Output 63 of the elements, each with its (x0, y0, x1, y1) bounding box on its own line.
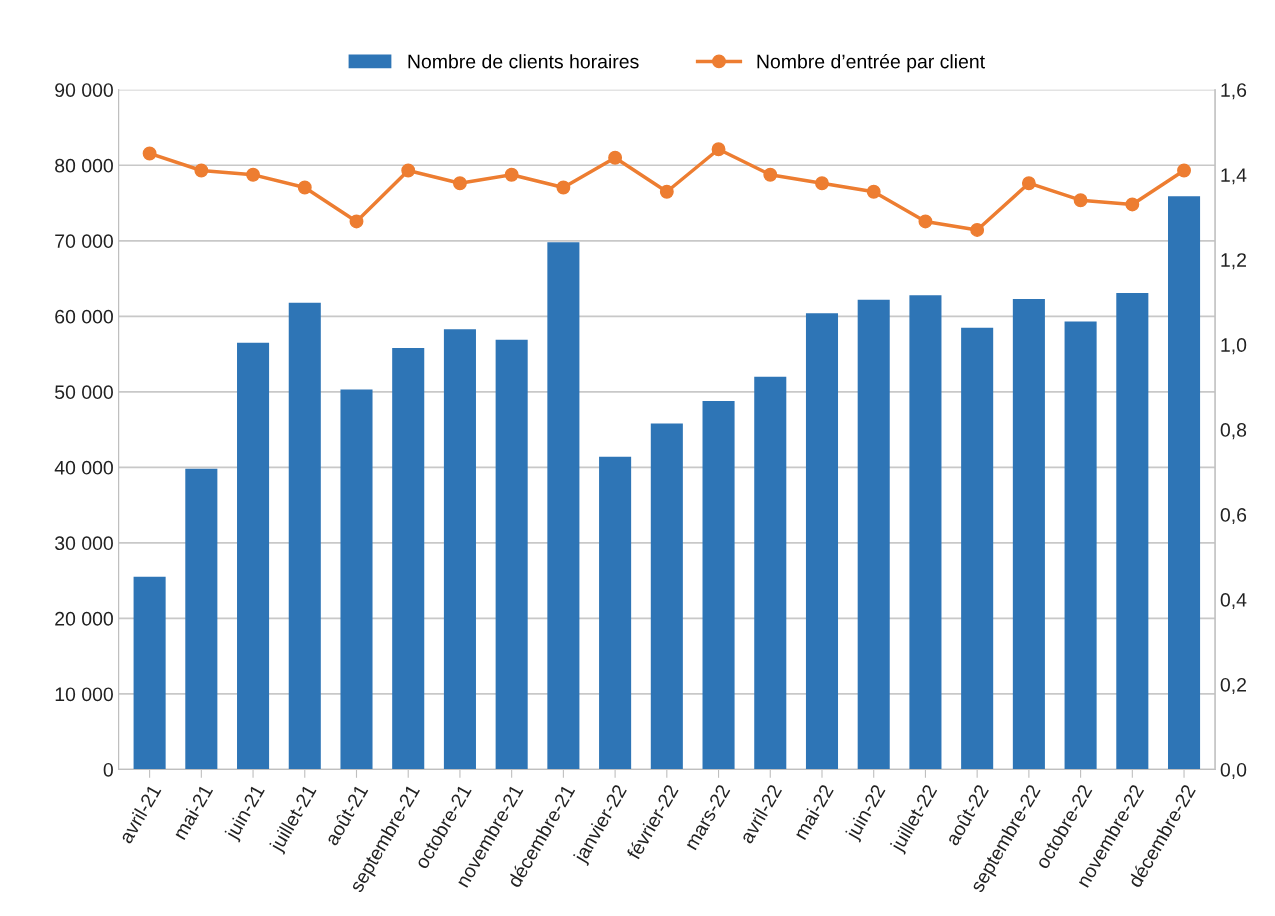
point (763, 167, 778, 182)
y-tick-label: 10 000 (55, 687, 113, 702)
y-tick-label: 80 000 (55, 158, 113, 173)
point (1073, 193, 1088, 208)
point (349, 214, 364, 229)
point (1125, 197, 1140, 212)
legend-label: Nombre d’entrée par client (757, 53, 985, 73)
bar (547, 242, 580, 770)
y2-tick-label: 1,2 (1221, 253, 1246, 270)
bar (961, 327, 994, 770)
bar (237, 342, 270, 770)
point (452, 176, 467, 191)
point (556, 180, 571, 195)
bar (392, 348, 425, 770)
bar (185, 468, 218, 770)
legend-label: Nombre de clients horaires (408, 54, 639, 69)
point (194, 163, 209, 178)
y2-tick-label: 0,0 (1220, 762, 1247, 779)
y2-tick-label: 1,0 (1221, 338, 1247, 355)
bar (1064, 321, 1097, 770)
y2-tick-label: 1,4 (1221, 168, 1247, 185)
y2-tick-label: 0,6 (1220, 508, 1247, 525)
y-tick-label: 20 000 (55, 611, 113, 626)
point (866, 184, 881, 199)
point (504, 167, 519, 182)
point (918, 214, 933, 229)
bar (495, 339, 528, 770)
y-tick-label: 30 000 (54, 536, 113, 551)
bar (857, 299, 890, 770)
y-tick-label: 40 000 (54, 460, 113, 475)
bar (443, 329, 476, 770)
y-tick-label: 90 000 (55, 83, 113, 97)
y2-tick-label: 0,4 (1220, 592, 1247, 610)
y2-tick-label: 0,2 (1220, 677, 1246, 695)
bar (340, 389, 373, 770)
point (970, 223, 985, 237)
bar (133, 576, 166, 770)
y-tick-label: 70 000 (55, 234, 113, 249)
point (246, 167, 260, 182)
point (1021, 176, 1036, 191)
point (401, 163, 416, 178)
point (1177, 163, 1191, 178)
point (297, 180, 312, 195)
y2-tick-label: 0,8 (1220, 423, 1247, 440)
point (142, 146, 157, 161)
point (815, 176, 829, 191)
bar (1012, 298, 1045, 770)
bar (288, 302, 321, 770)
bar (805, 313, 839, 770)
point (659, 184, 674, 199)
bar (702, 400, 735, 770)
bar (1116, 292, 1149, 770)
y-tick-label: 50 000 (55, 385, 113, 400)
y2-tick-label: 1,6 (1221, 83, 1247, 100)
bar (754, 376, 787, 770)
y-tick-label: 0 (103, 762, 113, 777)
point (711, 142, 726, 157)
bar (1168, 196, 1201, 770)
bar (909, 295, 942, 770)
bar (650, 423, 683, 770)
y-tick-label: 60 000 (55, 309, 113, 324)
point (608, 150, 623, 165)
bar (599, 456, 632, 770)
